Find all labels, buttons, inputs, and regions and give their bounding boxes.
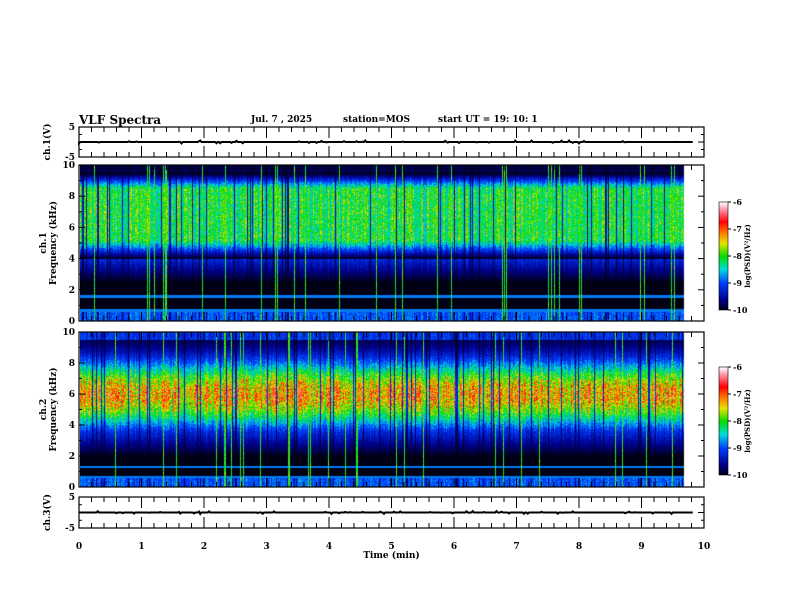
chart-title: VLF Spectra [79,113,162,127]
x-tick-label: 5 [388,542,394,552]
y-axis-label: Frequency (kHz) [48,201,59,285]
colorbar-tick-label: -9 [733,278,742,288]
colorbar-frame [718,366,729,476]
colorbar-tick-label: -10 [733,470,748,480]
waveform-trace [78,138,693,146]
y-tick-label: 10 [62,161,75,171]
y-tick-label: -5 [65,524,75,534]
x-tick-label: 2 [201,542,207,552]
y-axis-label: ch.1(V) [42,124,53,161]
colorbar-tick-label: -6 [733,362,742,372]
colorbar-frame [718,201,729,311]
colorbar-tick-label: -6 [733,197,742,207]
y-tick-label: 0 [69,317,75,327]
ch2-spectrogram-frame [78,331,705,488]
colorbar-label: log(PSD)(V²/Hz) [743,224,752,288]
y-tick-label: 10 [62,328,75,338]
y-tick-label: 5 [69,123,75,133]
ch1-spectrogram [80,165,694,321]
y-tick-label: -5 [65,153,75,163]
y-axis-label: ch.3(V) [42,494,53,531]
y-tick-label: 4 [69,255,75,265]
y-tick-label: 6 [69,223,75,233]
colorbar-tick-label: -9 [733,443,742,453]
station-label: station=MOS [343,115,411,125]
colorbar-tick-label: -7 [733,224,742,234]
y-tick-label: 5 [69,493,75,503]
colorbar-ch2 [719,367,728,475]
colorbar-ch1 [719,202,728,310]
y-axis-label: ch.2 [39,399,49,420]
x-tick-label: 7 [513,542,519,552]
x-tick-label: 9 [638,542,644,552]
x-tick-label: 10 [698,542,711,552]
y-tick-label: 0 [69,483,75,493]
x-tick-label: 6 [451,542,457,552]
y-tick-label: 2 [69,286,75,296]
ch1-spectrogram-frame [78,164,705,322]
colorbar-tick-label: -8 [733,251,742,261]
date-label: Jul. 7 , 2025 [251,115,313,125]
x-tick-label: 0 [76,542,82,552]
waveform-trace [79,509,693,516]
x-tick-label: 1 [138,542,144,552]
colorbar-tick-label: -7 [733,389,742,399]
x-axis-label: Time (min) [363,550,420,561]
start-ut-label: start UT = 19: 10: 1 [438,115,538,125]
x-tick-label: 3 [263,542,269,552]
x-tick-label: 8 [576,542,582,552]
ch2-spectrogram [80,332,694,487]
y-tick-label: 6 [69,390,75,400]
y-tick-label: 8 [69,192,75,202]
colorbar-tick-label: -10 [733,305,748,315]
colorbar-label: log(PSD)(V²/Hz) [743,389,752,453]
y-axis-label: ch.1 [39,232,49,253]
x-tick-label: 4 [326,542,332,552]
y-tick-label: 8 [69,359,75,369]
y-tick-label: 4 [69,421,75,431]
y-axis-label: Frequency (kHz) [48,367,59,451]
y-tick-label: 2 [69,452,75,462]
colorbar-tick-label: -8 [733,416,742,426]
